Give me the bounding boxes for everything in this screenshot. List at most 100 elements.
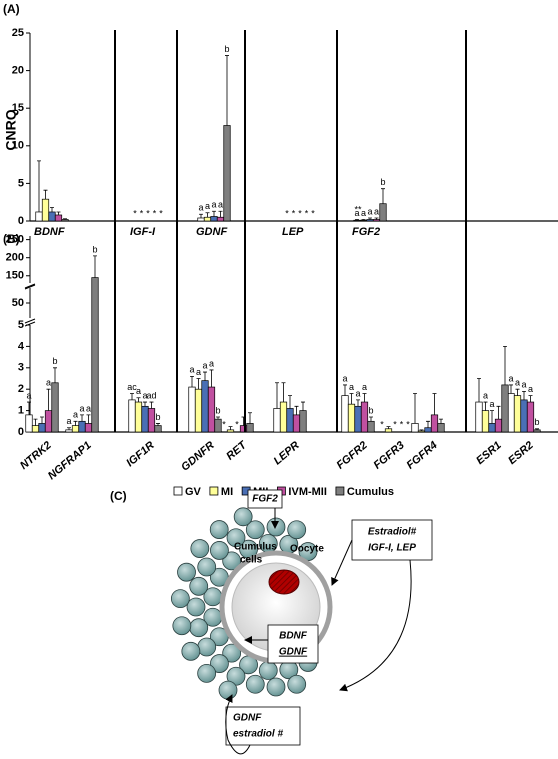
cumulus-cell	[210, 654, 229, 673]
axis-break	[24, 321, 36, 327]
significance-label: ad	[146, 390, 156, 400]
factor-label: GDNF	[233, 713, 262, 724]
significance-label: a	[361, 208, 366, 218]
bar	[286, 408, 294, 433]
bar	[128, 399, 136, 433]
significance-label: a	[26, 390, 31, 400]
significance-label: *	[222, 419, 226, 429]
error-bar	[212, 210, 216, 217]
bar	[430, 414, 439, 433]
y-tick-label: 50	[12, 297, 24, 309]
bar	[134, 401, 143, 433]
oocyte-label: Oocyte	[290, 544, 324, 555]
bar	[379, 203, 387, 222]
significance-label: a	[355, 388, 360, 398]
error-bar	[205, 212, 210, 218]
x-tick-label: IGF-I	[130, 226, 156, 238]
error-bar	[275, 382, 279, 409]
error-bar	[503, 346, 507, 385]
bar	[411, 423, 419, 433]
y-tick-label: 1	[18, 405, 24, 417]
bar	[188, 386, 196, 433]
arrow	[225, 694, 251, 755]
bar	[201, 380, 209, 433]
error-bar	[381, 188, 385, 204]
bar	[437, 423, 445, 433]
cumulus-cell	[222, 551, 242, 571]
bar	[299, 410, 307, 433]
bar	[51, 382, 59, 433]
factor-label: GDNF	[279, 647, 308, 658]
error-bar	[196, 378, 201, 390]
significance-label: a	[483, 390, 488, 400]
error-bar	[218, 210, 223, 218]
panel-label: (B)	[3, 232, 20, 246]
significance-label: a	[218, 200, 223, 210]
significance-label: b	[52, 356, 57, 366]
error-bar	[63, 218, 67, 220]
x-tick-label: NTRK2	[18, 439, 54, 472]
y-tick-label: 15	[12, 102, 24, 114]
arrow	[339, 559, 412, 692]
bar	[194, 388, 203, 433]
error-bar	[355, 219, 359, 221]
error-bar	[248, 412, 252, 424]
significance-label: a	[66, 416, 71, 426]
error-bar	[477, 378, 481, 403]
bar	[25, 414, 33, 433]
significance-label: b	[534, 417, 539, 427]
error-bar	[362, 393, 367, 403]
significance-label: b	[155, 412, 160, 422]
significance-label: *	[285, 208, 289, 218]
cumulus-cell	[170, 589, 190, 609]
significance-label: a	[354, 208, 359, 218]
significance-label: a	[86, 403, 91, 413]
cumulus-cell	[210, 541, 229, 560]
error-bar	[509, 384, 513, 394]
error-bar	[369, 416, 373, 422]
error-bar	[368, 217, 372, 220]
error-bar	[136, 397, 141, 403]
cumulus-cell	[209, 520, 229, 539]
error-bar	[209, 369, 214, 388]
cumulus-cell	[245, 674, 265, 694]
error-bar	[288, 395, 292, 409]
error-bar	[386, 426, 391, 429]
panel-label: (A)	[3, 2, 20, 16]
bar	[501, 384, 509, 433]
cumulus-cell	[177, 562, 196, 582]
error-bar	[349, 393, 354, 405]
error-bar	[496, 405, 501, 420]
legend-swatch	[335, 486, 345, 496]
cumulus-cell	[287, 674, 307, 694]
cumulus-cell	[190, 539, 210, 558]
bar	[292, 414, 301, 433]
significance-label: *	[133, 208, 137, 218]
error-bar	[225, 55, 229, 126]
significance-label: b	[380, 177, 385, 187]
bar	[494, 418, 503, 433]
error-bar	[190, 375, 194, 388]
error-bar	[483, 401, 488, 411]
legend-swatch	[173, 486, 183, 496]
bar	[341, 395, 349, 433]
cumulus-cell	[226, 528, 246, 548]
cumulus-cell	[197, 637, 217, 657]
error-bar	[149, 401, 154, 409]
x-tick-label: LEP	[282, 226, 304, 238]
error-bar	[361, 219, 366, 221]
error-bar	[93, 255, 97, 278]
significance-label: a	[367, 206, 372, 216]
error-bar	[228, 426, 233, 430]
error-bar	[40, 416, 44, 424]
error-bar	[515, 388, 520, 396]
legend-label: IVM-MII	[288, 486, 327, 498]
bar	[507, 393, 515, 433]
cumulus-cell	[266, 677, 286, 697]
x-tick-label: NGFRAP1	[46, 439, 94, 482]
significance-label: a	[515, 378, 520, 388]
bar	[207, 386, 216, 433]
nucleus	[268, 569, 300, 595]
bar	[279, 401, 288, 433]
